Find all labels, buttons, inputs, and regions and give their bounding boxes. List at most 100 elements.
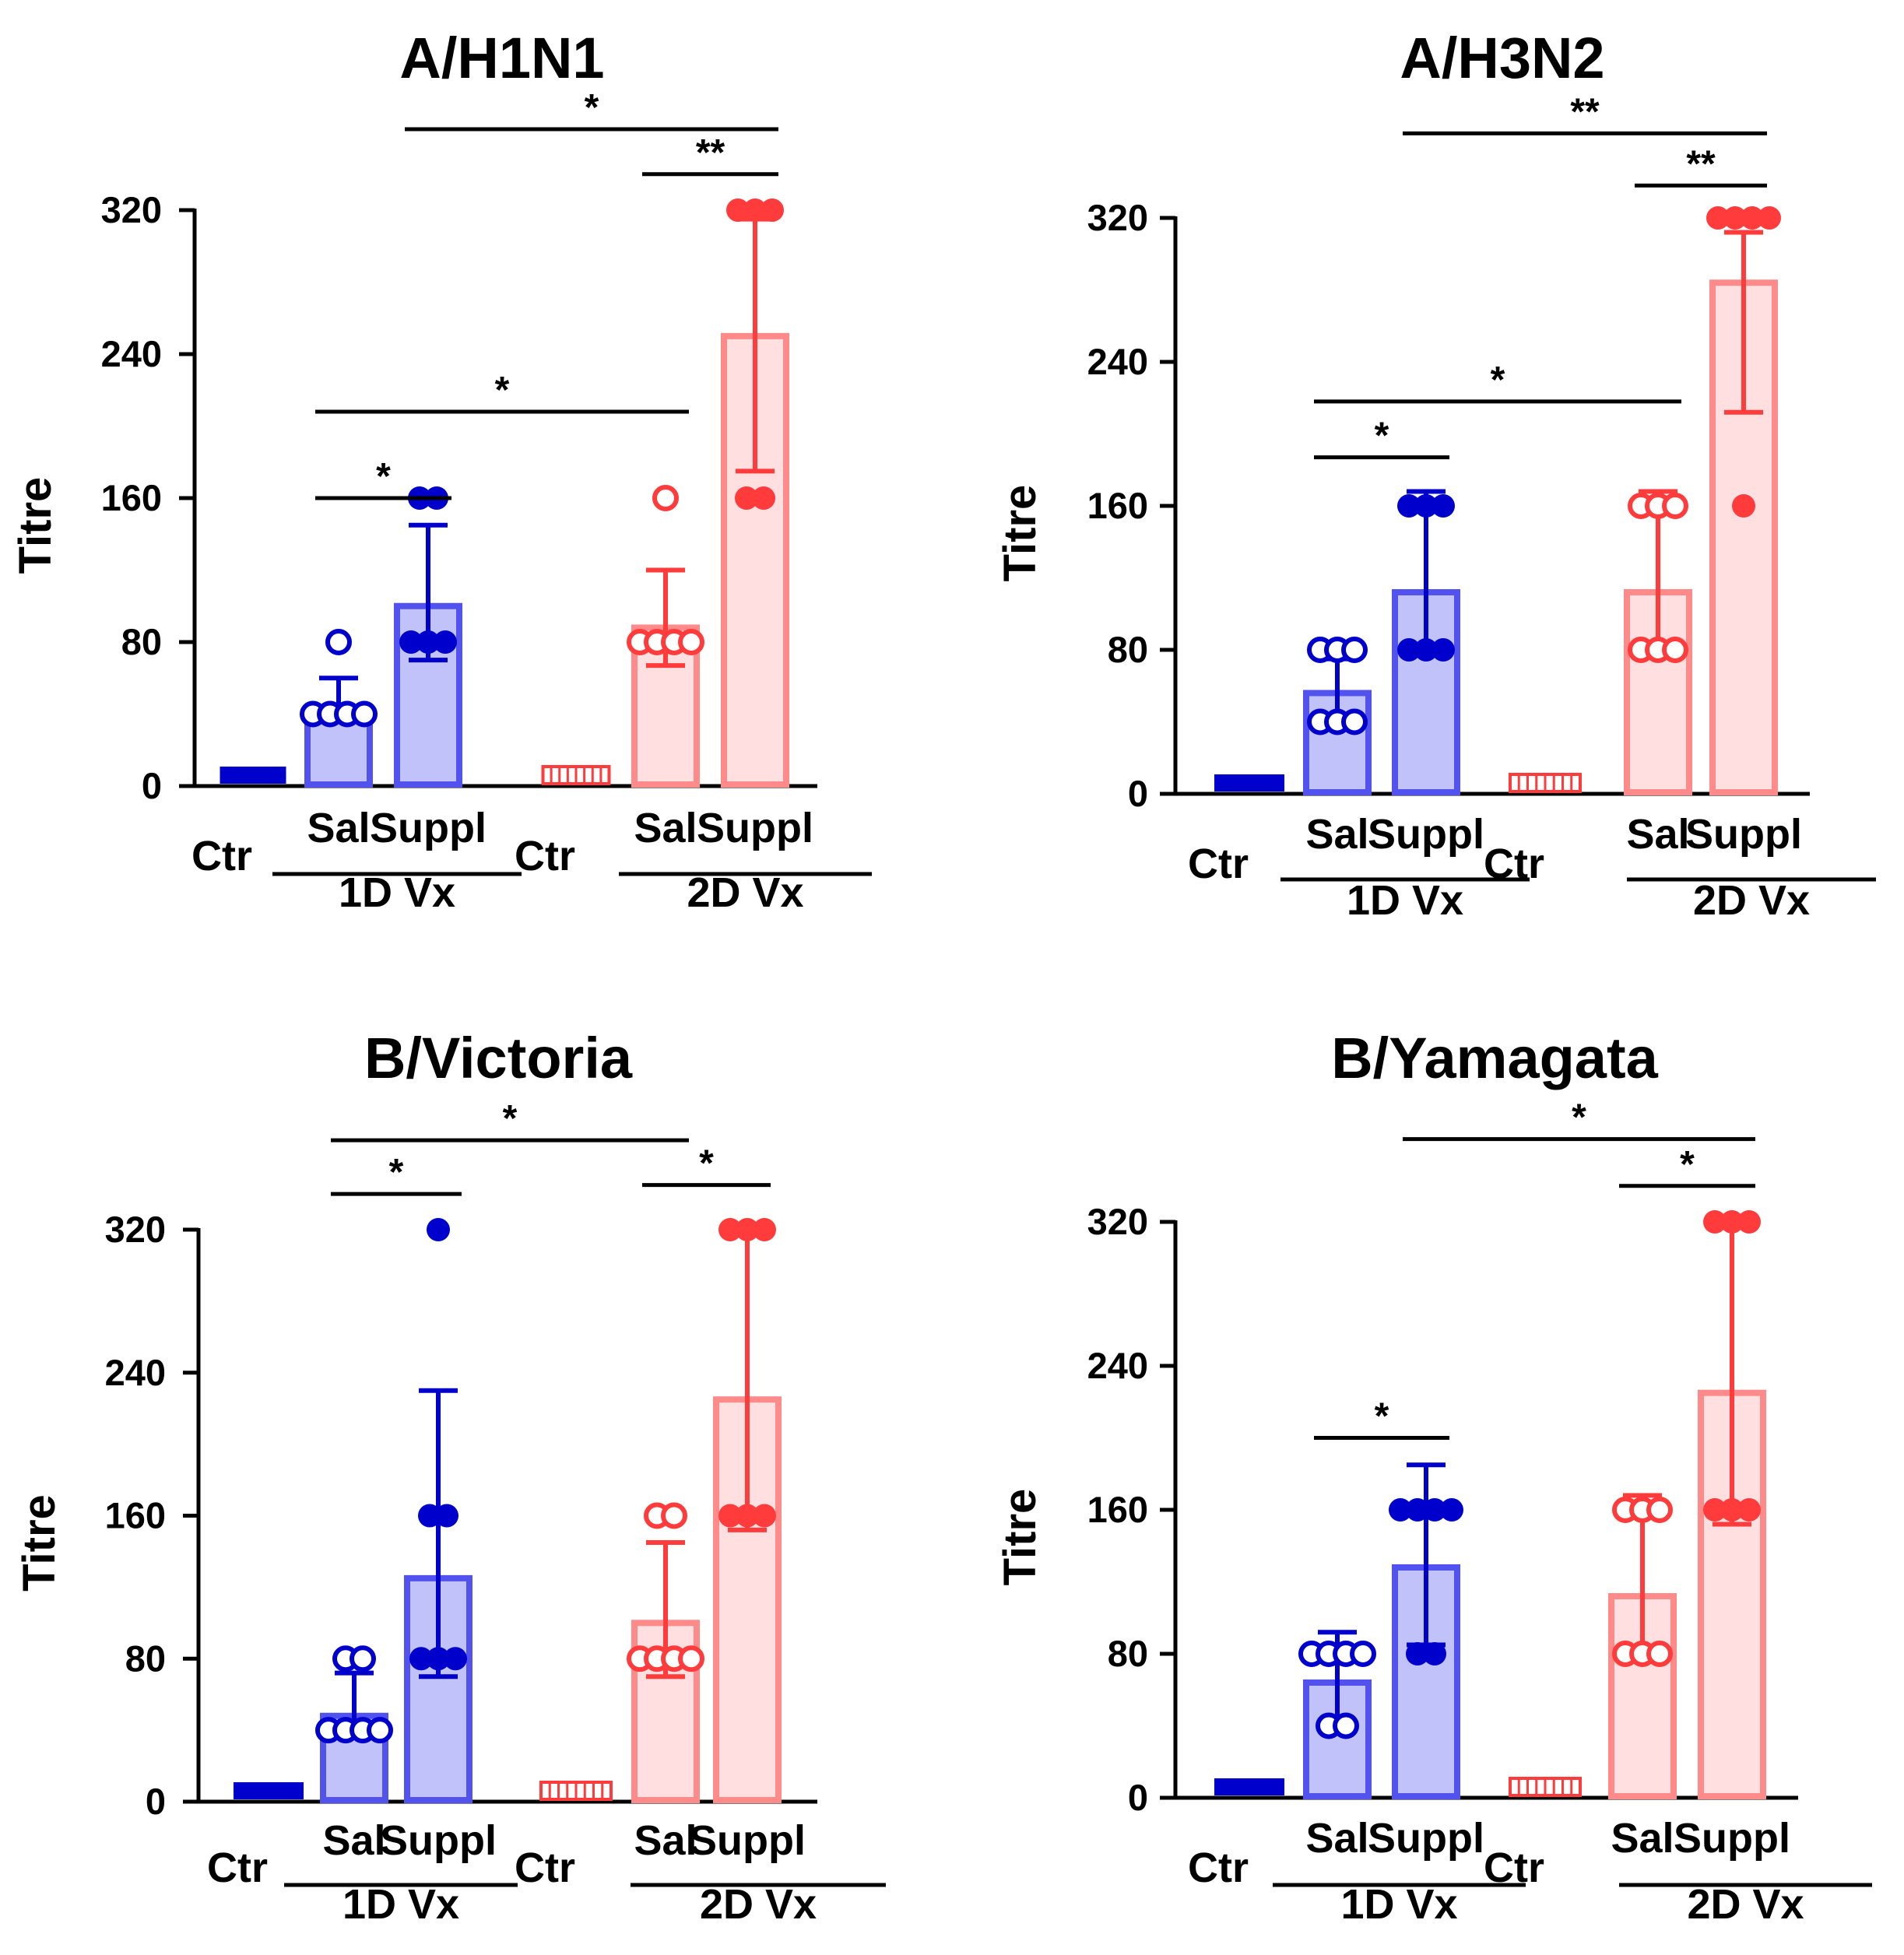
bar bbox=[220, 767, 286, 784]
significance-label: * bbox=[1375, 416, 1389, 457]
data-point bbox=[350, 1645, 376, 1672]
group-label: 1D Vx bbox=[339, 869, 455, 916]
data-point bbox=[435, 1504, 458, 1528]
data-point bbox=[1440, 1498, 1463, 1522]
y-tick-label: 0 bbox=[146, 1781, 166, 1822]
bar-group bbox=[1214, 1778, 1284, 1795]
category-label: Sal bbox=[1611, 1815, 1674, 1862]
bar-group bbox=[1624, 489, 1692, 795]
data-point bbox=[1646, 1497, 1673, 1523]
data-point bbox=[1758, 206, 1781, 230]
data-point bbox=[434, 630, 457, 654]
data-point bbox=[1397, 638, 1421, 662]
bar-group bbox=[1509, 1777, 1582, 1797]
data-point bbox=[743, 198, 767, 222]
chart-title: B/Victoria bbox=[364, 1026, 633, 1090]
data-point bbox=[444, 1647, 467, 1671]
significance-label: * bbox=[585, 87, 599, 128]
bar-group bbox=[1509, 773, 1582, 793]
chart-panel-3: B/VictoriaTitre080160240320CtrSalSupplCt… bbox=[14, 1026, 886, 1928]
data-point bbox=[761, 198, 784, 222]
chart-title: B/Yamagata bbox=[1331, 1026, 1658, 1090]
chart-panel-2: A/H3N2Titre080160240320CtrSalSupplCtrSal… bbox=[995, 26, 1876, 924]
bar-group bbox=[394, 486, 462, 788]
data-point bbox=[753, 1504, 776, 1528]
data-point bbox=[736, 1504, 759, 1528]
bar-group bbox=[539, 1781, 613, 1801]
y-tick-label: 0 bbox=[142, 765, 162, 806]
category-label: Sal bbox=[307, 805, 370, 851]
y-tick-label: 80 bbox=[125, 1637, 166, 1679]
data-point bbox=[1741, 206, 1764, 230]
y-tick-label: 320 bbox=[105, 1209, 166, 1250]
significance-label: * bbox=[503, 1098, 518, 1139]
y-tick-label: 80 bbox=[121, 621, 162, 662]
data-point bbox=[1333, 1712, 1359, 1739]
data-point bbox=[736, 1218, 759, 1241]
data-point bbox=[1423, 1642, 1446, 1665]
data-point bbox=[1406, 1498, 1429, 1522]
y-tick-label: 80 bbox=[1108, 629, 1148, 670]
significance-label: ** bbox=[696, 132, 725, 174]
y-axis-label: Titre bbox=[10, 477, 61, 574]
group-label: 1D Vx bbox=[1347, 877, 1463, 924]
bar-group bbox=[1214, 774, 1284, 791]
data-point bbox=[753, 1218, 776, 1241]
category-label: Ctr bbox=[515, 833, 575, 879]
data-point bbox=[1414, 494, 1438, 518]
data-point bbox=[351, 700, 378, 728]
data-point bbox=[726, 198, 750, 222]
group-label: 2D Vx bbox=[1693, 877, 1810, 924]
category-label: Suppl bbox=[689, 1817, 806, 1864]
group-label: 1D Vx bbox=[343, 1881, 459, 1928]
significance-label: * bbox=[495, 370, 510, 411]
group-label: 2D Vx bbox=[700, 1881, 817, 1928]
data-point bbox=[1732, 494, 1755, 518]
data-point bbox=[1341, 708, 1368, 735]
category-label: Ctr bbox=[191, 833, 252, 879]
bar-group bbox=[404, 1218, 472, 1803]
data-point bbox=[416, 630, 440, 654]
significance-label: ** bbox=[1686, 143, 1716, 184]
data-point bbox=[1432, 638, 1455, 662]
data-point bbox=[325, 629, 352, 655]
category-label: Ctr bbox=[1188, 1844, 1249, 1891]
y-tick-label: 160 bbox=[1087, 485, 1148, 526]
data-point bbox=[1646, 1641, 1673, 1667]
y-tick-label: 160 bbox=[101, 477, 162, 518]
bar bbox=[404, 1574, 472, 1803]
group-label: 2D Vx bbox=[1687, 1881, 1804, 1928]
data-point bbox=[1432, 494, 1455, 518]
data-point bbox=[652, 485, 679, 511]
category-label: Ctr bbox=[207, 1844, 268, 1891]
bar-group bbox=[1389, 1462, 1463, 1799]
significance-label: * bbox=[699, 1143, 714, 1185]
category-label: Sal bbox=[634, 805, 697, 851]
bar-group bbox=[300, 629, 378, 788]
y-tick-label: 0 bbox=[1128, 773, 1148, 814]
category-label: Sal bbox=[634, 1817, 697, 1864]
data-point bbox=[1720, 1210, 1744, 1234]
bar-group bbox=[315, 1645, 393, 1803]
category-label: Suppl bbox=[1368, 811, 1484, 858]
data-point bbox=[1703, 1498, 1727, 1522]
y-tick-label: 160 bbox=[1087, 1489, 1148, 1530]
y-axis-label: Titre bbox=[995, 485, 1045, 582]
data-point bbox=[718, 1504, 742, 1528]
bar-group bbox=[234, 1782, 304, 1799]
data-point bbox=[1350, 1641, 1376, 1667]
group-label: 2D Vx bbox=[687, 869, 803, 916]
category-label: Suppl bbox=[370, 805, 487, 851]
significance-label: * bbox=[1572, 1097, 1586, 1139]
bar-group bbox=[541, 765, 611, 785]
data-point bbox=[427, 1647, 450, 1671]
bar-group bbox=[627, 1502, 704, 1803]
data-point bbox=[1423, 1498, 1446, 1522]
data-point bbox=[678, 1645, 704, 1672]
category-label: Suppl bbox=[380, 1817, 497, 1864]
data-point bbox=[1389, 1498, 1412, 1522]
bar bbox=[234, 1782, 304, 1799]
data-point bbox=[1706, 206, 1730, 230]
category-label: Sal bbox=[1305, 1815, 1368, 1862]
